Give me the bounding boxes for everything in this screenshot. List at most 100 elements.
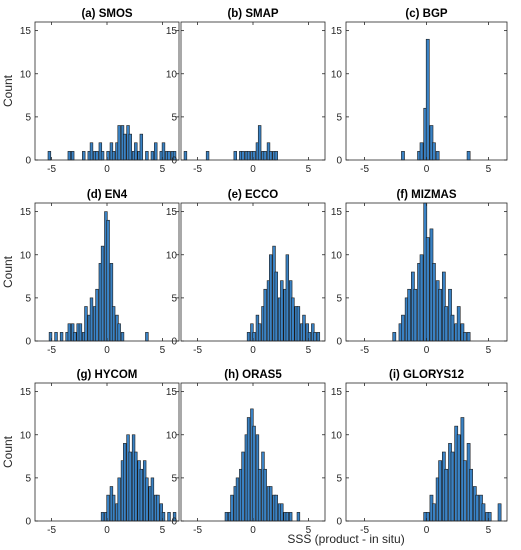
histogram-bar xyxy=(280,280,284,342)
histogram-bar xyxy=(497,503,502,522)
histogram-bar xyxy=(156,494,160,522)
histogram-bar xyxy=(263,151,267,161)
histogram-bar xyxy=(117,125,121,161)
figure-x-axis-label: SSS (product - in situ) xyxy=(287,532,404,546)
subplot-title: (b) SMAP xyxy=(227,8,278,20)
histogram-bar xyxy=(296,306,301,342)
histogram-bar xyxy=(257,125,262,161)
histogram-bar xyxy=(269,151,273,161)
x-tick-label: -5 xyxy=(193,525,202,536)
histogram-bar xyxy=(475,494,480,522)
histogram-bar xyxy=(100,151,105,161)
y-tick-label: 0 xyxy=(336,517,342,528)
subplot-title: (h) ORAS5 xyxy=(224,369,282,381)
histogram-bar xyxy=(89,142,94,161)
histogram-bar xyxy=(466,332,471,342)
histogram-bar xyxy=(456,434,461,522)
histogram-bar xyxy=(456,306,461,342)
y-tick-label: 10 xyxy=(166,430,178,441)
x-tick-label: 0 xyxy=(424,164,430,175)
histogram-bar xyxy=(150,477,155,522)
histogram-bar xyxy=(302,314,306,342)
histogram-bar xyxy=(233,151,237,161)
histogram-bar xyxy=(469,468,473,522)
histogram-bar xyxy=(241,451,245,522)
histogram-bar xyxy=(463,460,467,522)
histogram-bar xyxy=(47,151,52,161)
histogram-bar xyxy=(123,133,127,161)
histogram-bar xyxy=(274,151,278,161)
x-tick-label: 0 xyxy=(104,164,110,175)
histogram-bar xyxy=(145,332,149,342)
y-tick-label: 15 xyxy=(20,207,32,218)
plot-area-frame xyxy=(345,382,508,522)
x-tick-label: 5 xyxy=(306,345,312,356)
histogram-bar xyxy=(280,503,284,522)
y-axis-label: Count xyxy=(1,74,15,107)
y-tick-label: 10 xyxy=(20,250,32,261)
histogram-bar xyxy=(401,314,405,342)
subplot-5: (e) ECCO -5 0 5 0 5 10 15 xyxy=(166,189,326,356)
y-tick-label: 0 xyxy=(171,337,177,348)
y-tick-label: 10 xyxy=(20,430,32,441)
histogram-bar xyxy=(432,503,436,522)
x-tick-label: 5 xyxy=(486,164,492,175)
x-tick-label: -5 xyxy=(360,525,369,536)
subplot-8: (h) ORAS5 -5 0 5 0 5 10 15 xyxy=(166,369,326,536)
histogram-bar xyxy=(167,151,171,161)
histogram-bar xyxy=(134,451,138,522)
histogram-bar xyxy=(263,288,267,342)
histogram-bar xyxy=(407,288,412,342)
histogram-bar xyxy=(73,332,77,342)
histogram-bar xyxy=(54,332,58,342)
histogram-bar xyxy=(111,306,116,342)
histogram-bar xyxy=(167,512,171,522)
histogram-bar xyxy=(100,512,105,522)
y-tick-label: 15 xyxy=(20,387,32,398)
histogram-bar xyxy=(67,323,72,342)
histogram-bar xyxy=(291,297,295,342)
histogram-bar xyxy=(117,323,121,342)
histogram-bar xyxy=(257,468,262,522)
histogram-bar xyxy=(246,151,251,161)
x-tick-label: 0 xyxy=(250,164,256,175)
histogram-bar xyxy=(139,133,144,161)
histogram-bar xyxy=(313,332,317,342)
histogram-bar xyxy=(205,151,210,161)
y-tick-label: 0 xyxy=(25,517,31,528)
histogram-bar xyxy=(139,468,144,522)
y-tick-label: 5 xyxy=(336,112,342,123)
histogram-bar xyxy=(413,288,418,342)
y-tick-label: 5 xyxy=(336,293,342,304)
histogram-bar xyxy=(117,477,121,522)
y-tick-label: 0 xyxy=(25,337,31,348)
x-tick-label: -5 xyxy=(360,164,369,175)
y-tick-label: 0 xyxy=(25,156,31,167)
histogram-bar xyxy=(241,151,245,161)
x-tick-label: 0 xyxy=(424,345,430,356)
histogram-bar xyxy=(450,451,455,522)
x-tick-label: 0 xyxy=(250,525,256,536)
subplot-title: (f) MIZMAS xyxy=(396,189,456,201)
histogram-bar xyxy=(100,245,105,342)
histogram-bar xyxy=(145,151,149,161)
histogram-bar xyxy=(150,151,155,161)
histogram-bar xyxy=(59,332,64,342)
histogram-bar xyxy=(111,494,116,522)
x-tick-label: -5 xyxy=(193,164,202,175)
histogram-bar xyxy=(70,151,75,161)
histogram-bar xyxy=(89,297,94,342)
y-tick-label: 10 xyxy=(331,250,343,261)
y-tick-label: 5 xyxy=(336,473,342,484)
y-tick-label: 0 xyxy=(336,156,342,167)
x-tick-label: -5 xyxy=(193,345,202,356)
histogram-bar xyxy=(432,142,436,161)
y-tick-label: 5 xyxy=(171,293,177,304)
histogram-bar xyxy=(419,254,424,342)
y-tick-label: 0 xyxy=(171,156,177,167)
y-tick-label: 0 xyxy=(171,517,177,528)
subplot-title: (c) BGP xyxy=(405,8,448,20)
